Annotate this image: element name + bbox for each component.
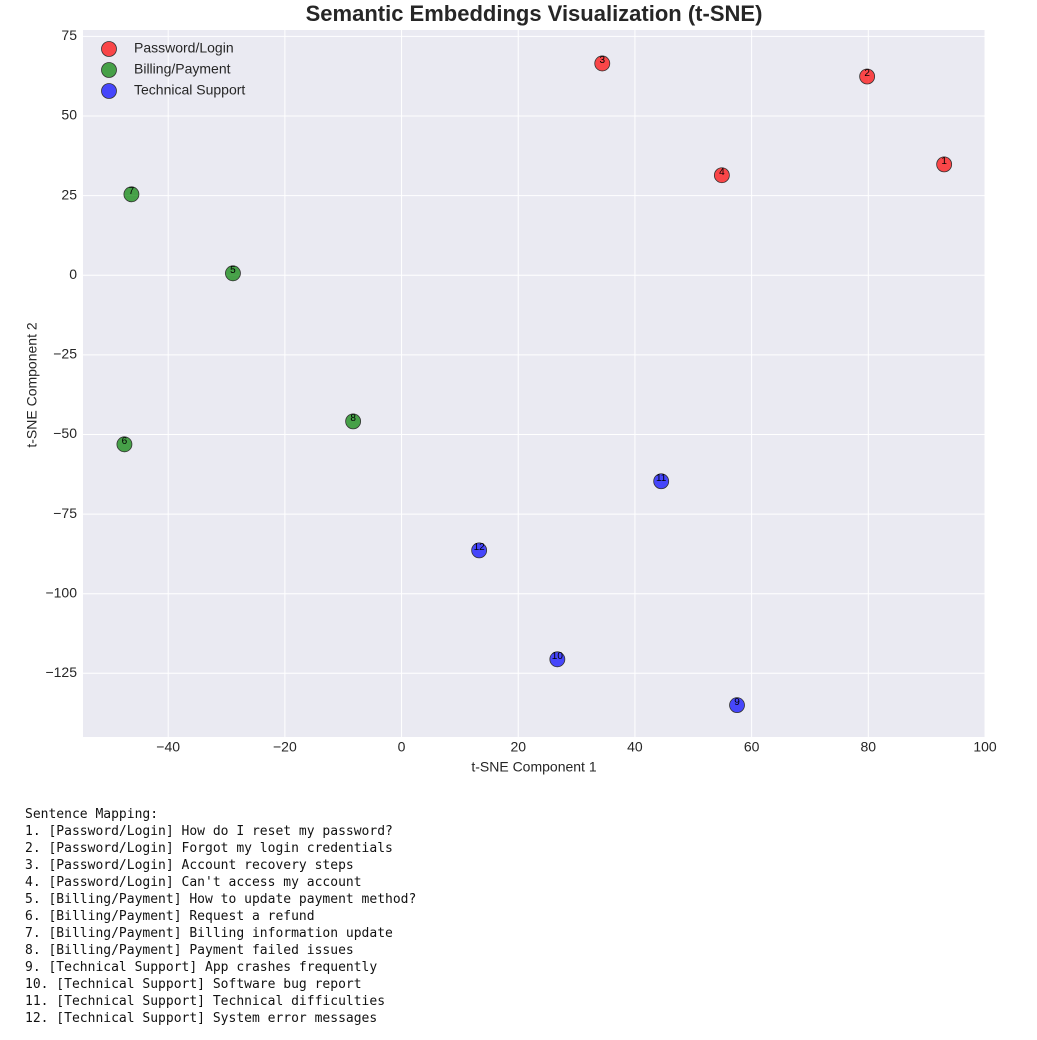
mapping-line: Sentence Mapping: — [25, 807, 159, 822]
legend-marker — [101, 62, 117, 78]
x-tick-label: −40 — [156, 739, 180, 755]
point-label: 12 — [474, 542, 486, 553]
mapping-line: 5. [Billing/Payment] How to update payme… — [25, 892, 417, 907]
point — [225, 265, 241, 282]
point — [729, 697, 745, 714]
legend-label: Technical Support — [134, 82, 245, 98]
plot-area — [83, 30, 985, 737]
x-tick-label: 40 — [627, 739, 643, 755]
point-label: 4 — [719, 167, 725, 178]
point — [116, 436, 133, 453]
y-tick-label: 25 — [61, 186, 77, 202]
point-label: 8 — [350, 413, 356, 424]
y-tick-label: 0 — [69, 266, 77, 282]
y-tick-label: −50 — [53, 425, 77, 441]
y-axis-label: t-SNE Component 2 — [24, 322, 40, 447]
point — [653, 473, 670, 490]
x-tick-label: 80 — [861, 739, 877, 755]
point — [345, 413, 362, 430]
mapping-line: 11. [Technical Support] Technical diffic… — [25, 994, 386, 1009]
y-tick-label: −25 — [53, 346, 77, 362]
point-label: 10 — [552, 651, 564, 662]
point-label: 1 — [941, 156, 947, 167]
point — [549, 651, 566, 668]
mapping-line: 12. [Technical Support] System error mes… — [25, 1011, 378, 1026]
point-label: 11 — [656, 473, 667, 484]
point — [859, 68, 876, 85]
chart-title: Semantic Embeddings Visualization (t-SNE… — [306, 1, 763, 26]
sentence-mapping: Sentence Mapping: 1. [Password/Login] How… — [25, 806, 416, 1027]
mapping-line: 3. [Password/Login] Account recovery ste… — [25, 858, 354, 873]
point — [936, 156, 953, 173]
mapping-line: 4. [Password/Login] Can't access my acco… — [25, 875, 362, 890]
y-tick-label: 50 — [61, 107, 77, 123]
x-tick-label: 0 — [398, 739, 406, 755]
x-tick-label: 60 — [744, 739, 760, 755]
mapping-line: 10. [Technical Support] Software bug rep… — [25, 977, 362, 992]
point-label: 7 — [129, 186, 135, 197]
mapping-line: 8. [Billing/Payment] Payment failed issu… — [25, 943, 354, 958]
mapping-line: 2. [Password/Login] Forgot my login cred… — [25, 841, 393, 856]
y-tick-label: −125 — [45, 664, 77, 680]
y-tick-label: −100 — [45, 584, 77, 600]
mapping-line: 9. [Technical Support] App crashes frequ… — [25, 960, 378, 975]
point — [471, 542, 488, 559]
x-tick-label: −20 — [273, 739, 297, 755]
y-tick-label: 75 — [61, 27, 77, 43]
x-axis-label: t-SNE Component 1 — [471, 759, 596, 775]
mapping-line: 6. [Billing/Payment] Request a refund — [25, 909, 315, 924]
y-tick-label: −75 — [53, 505, 77, 521]
legend-label: Password/Login — [134, 40, 234, 56]
point-label: 5 — [230, 265, 236, 276]
legend-marker — [101, 83, 117, 99]
point — [713, 167, 730, 184]
point-label: 9 — [734, 697, 740, 708]
x-tick-label: 100 — [973, 739, 997, 755]
point — [594, 55, 611, 72]
point-label: 2 — [864, 68, 870, 79]
mapping-line: 7. [Billing/Payment] Billing information… — [25, 926, 393, 941]
chart: Semantic Embeddings Visualization (t-SNE… — [24, 1, 997, 775]
x-tick-label: 20 — [510, 739, 526, 755]
mapping-line: 1. [Password/Login] How do I reset my pa… — [25, 824, 393, 839]
point-label: 3 — [599, 55, 605, 66]
legend-marker — [101, 41, 117, 57]
point — [123, 186, 140, 203]
legend-label: Billing/Payment — [134, 61, 231, 77]
point-label: 6 — [122, 436, 128, 447]
